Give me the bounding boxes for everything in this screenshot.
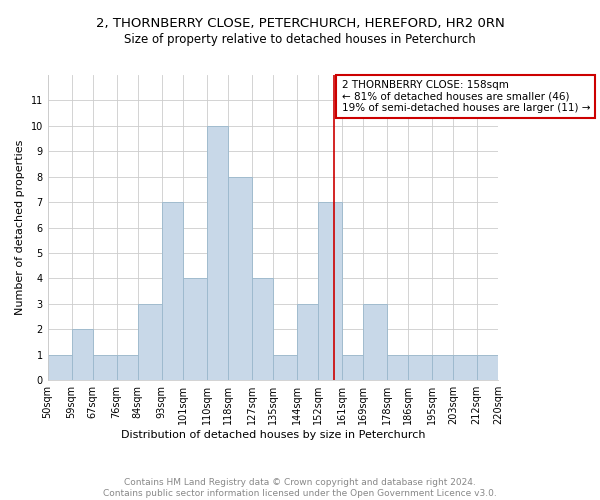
- Bar: [206, 126, 228, 380]
- Bar: [273, 355, 296, 380]
- Bar: [228, 176, 251, 380]
- Bar: [431, 355, 453, 380]
- Bar: [138, 304, 161, 380]
- Bar: [453, 355, 476, 380]
- Bar: [71, 330, 92, 380]
- Bar: [116, 355, 138, 380]
- Bar: [183, 278, 206, 380]
- X-axis label: Distribution of detached houses by size in Peterchurch: Distribution of detached houses by size …: [121, 430, 425, 440]
- Bar: [296, 304, 318, 380]
- Bar: [476, 355, 498, 380]
- Bar: [386, 355, 408, 380]
- Bar: [408, 355, 431, 380]
- Bar: [161, 202, 183, 380]
- Text: 2 THORNBERRY CLOSE: 158sqm
← 81% of detached houses are smaller (46)
19% of semi: 2 THORNBERRY CLOSE: 158sqm ← 81% of deta…: [341, 80, 590, 114]
- Bar: [341, 355, 363, 380]
- Text: Size of property relative to detached houses in Peterchurch: Size of property relative to detached ho…: [124, 32, 476, 46]
- Text: 2, THORNBERRY CLOSE, PETERCHURCH, HEREFORD, HR2 0RN: 2, THORNBERRY CLOSE, PETERCHURCH, HEREFO…: [95, 18, 505, 30]
- Bar: [363, 304, 386, 380]
- Y-axis label: Number of detached properties: Number of detached properties: [15, 140, 25, 316]
- Bar: [47, 355, 71, 380]
- Bar: [92, 355, 116, 380]
- Bar: [318, 202, 341, 380]
- Text: Contains HM Land Registry data © Crown copyright and database right 2024.
Contai: Contains HM Land Registry data © Crown c…: [103, 478, 497, 498]
- Bar: [251, 278, 273, 380]
